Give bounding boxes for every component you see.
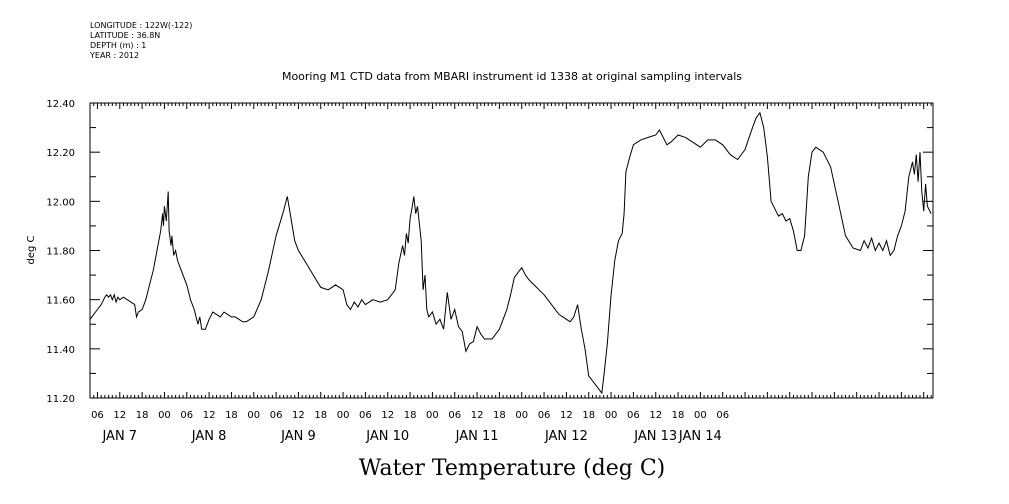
x-axis-label: Water Temperature (deg C) bbox=[359, 456, 666, 481]
day-label: JAN 12 bbox=[544, 429, 588, 444]
x-tick-label: 12 bbox=[471, 410, 484, 421]
chart-title: Mooring M1 CTD data from MBARI instrumen… bbox=[282, 70, 742, 83]
x-tick-label: 18 bbox=[672, 410, 685, 421]
x-tick-labels: 06 12 18 00 06 12 18 00 06 12 18 00 06 12 18 00 06 12 18 00… bbox=[91, 410, 729, 421]
y-tick-label: 12.40 bbox=[46, 99, 75, 110]
x-tick-label: 00 bbox=[337, 410, 350, 421]
x-tick-label: 18 bbox=[493, 410, 506, 421]
y-axis-label: deg C bbox=[26, 235, 37, 264]
x-tick-label: 06 bbox=[359, 410, 372, 421]
day-label: JAN 13 bbox=[633, 429, 677, 444]
x-tick-label: 06 bbox=[91, 410, 104, 421]
x-tick-label: 12 bbox=[113, 410, 126, 421]
day-label: JAN 9 bbox=[280, 429, 316, 444]
x-tick-label: 18 bbox=[225, 410, 238, 421]
x-tick-label: 18 bbox=[136, 410, 149, 421]
y-tick-label: 11.20 bbox=[46, 394, 75, 405]
x-tick-label: 18 bbox=[404, 410, 417, 421]
depth-label: DEPTH (m) : 1 bbox=[90, 41, 147, 50]
y-tick-label: 12.00 bbox=[46, 197, 75, 208]
x-tick-label: 12 bbox=[649, 410, 662, 421]
day-label: JAN 10 bbox=[365, 429, 409, 444]
latitude-label: LATITUDE : 36.8N bbox=[90, 31, 161, 40]
year-label: YEAR : 2012 bbox=[90, 51, 140, 60]
tick-marks bbox=[89, 102, 933, 399]
x-tick-label: 00 bbox=[158, 410, 171, 421]
plot-frame bbox=[89, 102, 934, 399]
x-tick-label: 00 bbox=[605, 410, 618, 421]
x-tick-label: 00 bbox=[515, 410, 528, 421]
x-tick-label: 00 bbox=[247, 410, 260, 421]
y-tick-label: 11.60 bbox=[46, 296, 75, 307]
x-tick-label: 06 bbox=[716, 410, 729, 421]
x-tick-label: 12 bbox=[381, 410, 394, 421]
x-tick-label: 00 bbox=[426, 410, 439, 421]
x-tick-label: 00 bbox=[694, 410, 707, 421]
x-tick-label: 06 bbox=[627, 410, 640, 421]
y-tick-label: 12.20 bbox=[46, 148, 75, 159]
x-tick-label: 12 bbox=[292, 410, 305, 421]
y-tick-label: 11.80 bbox=[46, 247, 75, 258]
x-tick-label: 18 bbox=[314, 410, 327, 421]
day-labels: JAN 7 JAN 8 JAN 9 JAN 10 JAN 11 JAN 12 JAN 13 J… bbox=[101, 429, 721, 444]
day-label: JAN 7 bbox=[101, 429, 137, 444]
day-label: JAN 11 bbox=[455, 429, 499, 444]
x-tick-label: 12 bbox=[560, 410, 573, 421]
y-tick-label: 11.40 bbox=[46, 345, 75, 356]
x-tick-label: 06 bbox=[180, 410, 193, 421]
x-tick-label: 06 bbox=[270, 410, 283, 421]
x-tick-label: 06 bbox=[538, 410, 551, 421]
longitude-label: LONGITUDE : 122W(-122) bbox=[90, 21, 193, 30]
y-tick-labels: 11.20 11.40 11.60 11.80 12.00 12.20 12.40 bbox=[46, 99, 75, 405]
x-tick-label: 18 bbox=[582, 410, 595, 421]
day-label: JAN 14 bbox=[678, 429, 722, 444]
day-label: JAN 8 bbox=[191, 429, 227, 444]
x-tick-label: 12 bbox=[203, 410, 216, 421]
x-tick-label: 06 bbox=[448, 410, 461, 421]
metadata-block: LONGITUDE : 122W(-122) LATITUDE : 36.8N … bbox=[90, 21, 192, 61]
temperature-line bbox=[89, 111, 932, 395]
